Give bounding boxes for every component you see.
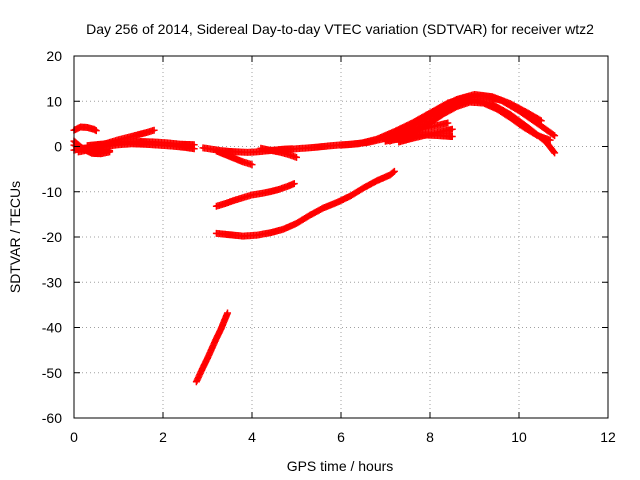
y-tick-label: -30 <box>42 274 62 290</box>
data-point-marker <box>549 131 557 139</box>
x-tick-label: 10 <box>511 429 527 445</box>
y-tick-label: -20 <box>42 229 62 245</box>
x-tick-label: 6 <box>337 429 345 445</box>
ticklabel-layer: 0 2 4 6 8 10 12 -60 -50 -40 -30 -20 -10 0 10 20 <box>42 48 616 445</box>
data-point-marker <box>448 125 456 133</box>
x-tick-label: 12 <box>600 429 616 445</box>
data-point-marker <box>293 153 300 161</box>
y-tick-label: -10 <box>42 184 62 200</box>
y-tick-label: 0 <box>54 139 62 155</box>
data-layer <box>70 90 559 386</box>
x-axis-label: GPS time / hours <box>287 458 394 474</box>
data-series-arc-8 <box>212 147 256 169</box>
data-point-marker <box>537 117 545 125</box>
y-tick-label: -40 <box>42 320 62 336</box>
data-point-marker <box>546 136 554 144</box>
data-series-arc-14 <box>382 90 545 145</box>
data-point-marker <box>190 141 198 149</box>
data-point-marker <box>389 168 397 176</box>
data-point-marker <box>390 167 398 175</box>
y-tick-label: -60 <box>42 410 62 426</box>
data-point-marker <box>248 161 256 169</box>
data-series-arc-1 <box>70 123 100 135</box>
x-tick-label: 4 <box>248 429 256 445</box>
data-point-marker <box>551 149 559 157</box>
chart-title: Day 256 of 2014, Sidereal Day-to-day VTE… <box>86 21 594 37</box>
data-point-marker <box>536 116 544 124</box>
data-series-arc-19 <box>192 309 232 386</box>
tick-layer <box>73 55 609 419</box>
data-point-marker <box>444 119 452 127</box>
data-point-marker <box>551 132 559 140</box>
x-tick-label: 2 <box>159 429 167 445</box>
y-tick-label: 10 <box>46 93 62 109</box>
x-tick-label: 8 <box>426 429 434 445</box>
data-series-arc-10 <box>212 180 298 210</box>
data-series-arc-11 <box>212 167 398 240</box>
data-point-marker <box>290 180 298 188</box>
y-axis-label: SDTVAR / TECUs <box>7 181 23 293</box>
data-series-arc-18 <box>382 131 456 145</box>
data-point-marker <box>92 127 100 135</box>
y-tick-label: 20 <box>46 48 62 64</box>
y-tick-label: -50 <box>42 365 62 381</box>
data-point-marker <box>448 133 456 141</box>
x-tick-label: 0 <box>70 429 78 445</box>
data-point-marker <box>550 148 558 156</box>
data-point-marker <box>224 309 232 317</box>
data-point-marker <box>150 126 158 134</box>
data-series-arc-6 <box>83 138 198 150</box>
